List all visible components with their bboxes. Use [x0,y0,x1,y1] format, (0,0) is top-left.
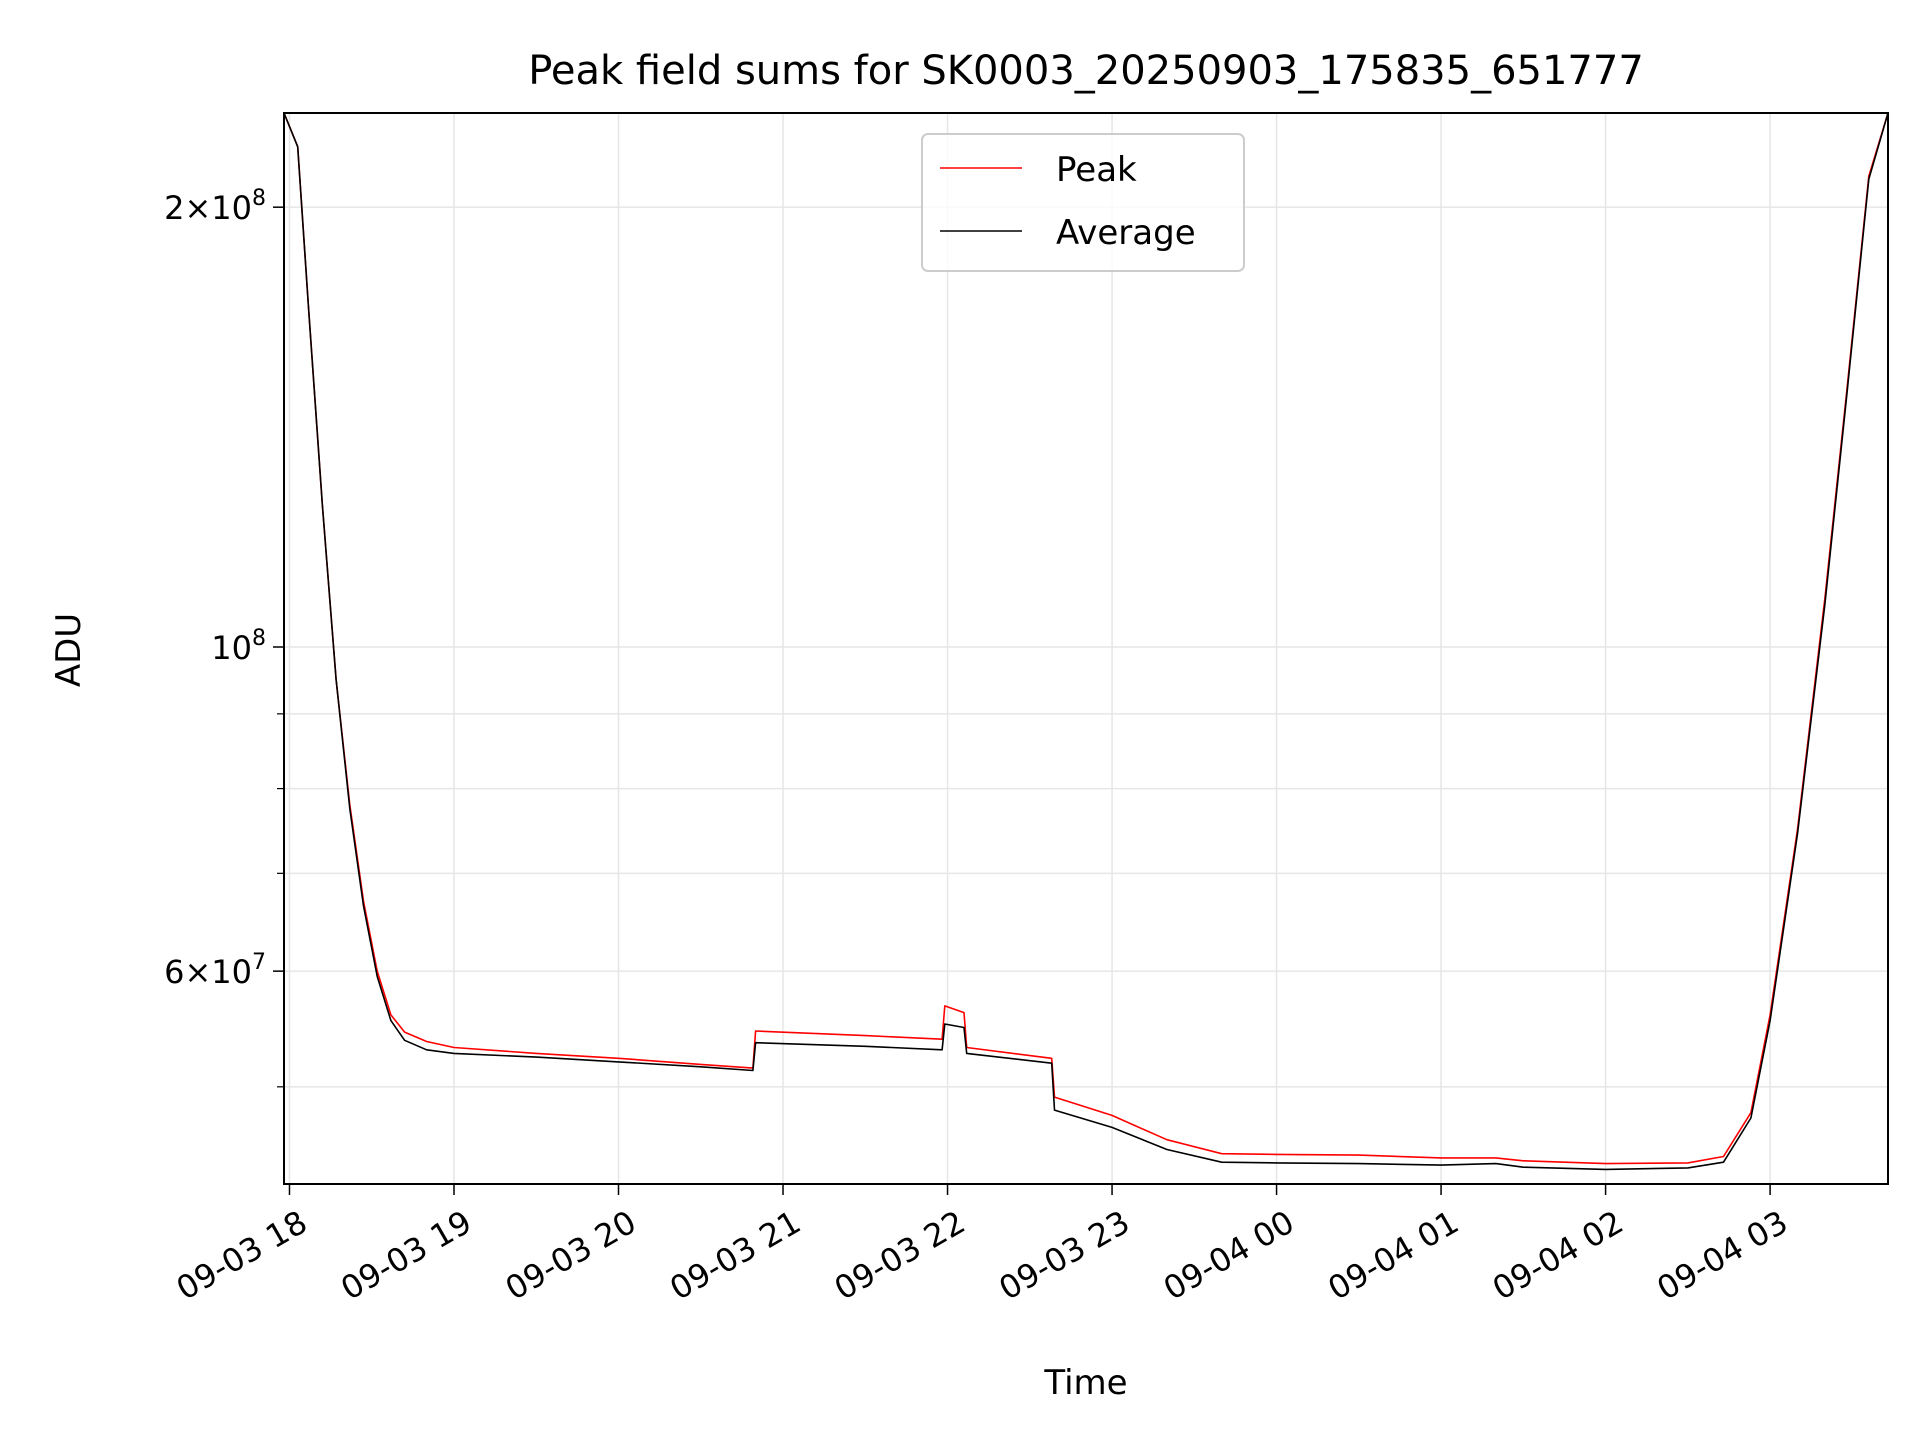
series-line-peak [283,112,1889,1165]
y-axis-label: ADU [49,613,89,687]
legend-label-average: Average [1056,213,1196,253]
legend-label-peak: Peak [1056,150,1137,190]
chart-title: Peak field sums for SK0003_20250903_1758… [528,48,1644,94]
y-tick-label: 2×108 [164,186,266,227]
y-tick-label: 108 [211,626,266,667]
series-layer [283,112,1889,1171]
y-tick-label: 6×107 [164,950,266,991]
y-axis: 2×108 108 6×107 [164,186,284,1088]
x-axis-label: Time [1043,1363,1127,1403]
series-line-average [283,112,1889,1171]
plot-frame [283,112,1889,1185]
legend: Peak Average [921,133,1245,272]
